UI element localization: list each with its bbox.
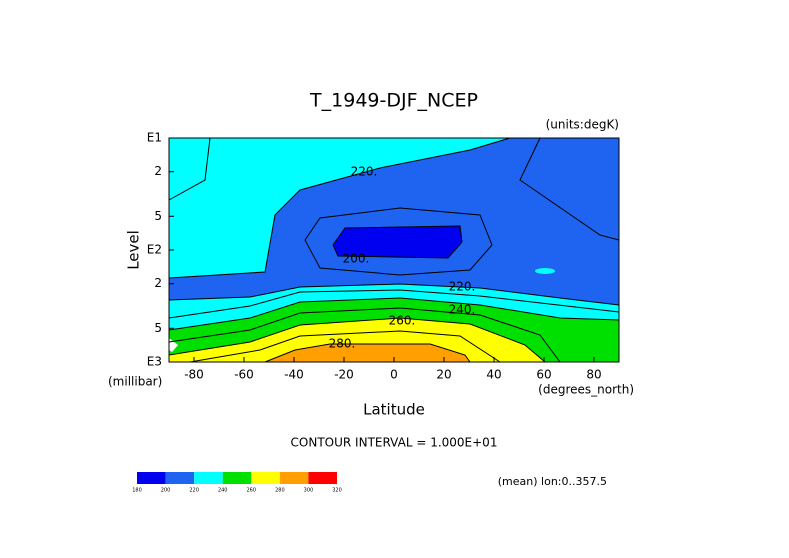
colorbar-box (279, 472, 309, 484)
contour-label: 220. (351, 165, 378, 179)
x-axis-label: Latitude (363, 401, 425, 419)
contour-line (168, 137, 511, 279)
colorbar-box (251, 472, 280, 484)
colorbar-box (194, 472, 223, 484)
chart-title: T_1949-DJF_NCEP (309, 90, 478, 112)
x-tick-label: -20 (334, 368, 354, 382)
fill-band (265, 344, 470, 362)
units-label: (units:degK) (546, 118, 619, 132)
contour-line (168, 283, 620, 306)
contour-lines (168, 137, 620, 363)
y-tick-label: E2 (147, 243, 162, 257)
y-tick-label: 5 (154, 209, 162, 223)
y-tick-label: 2 (154, 164, 162, 178)
footnote: (mean) lon:0..357.5 (498, 475, 607, 488)
x-tick-label: 20 (436, 368, 451, 382)
contour-line (168, 297, 620, 331)
colorbar-label: 220 (189, 488, 199, 494)
x-tick-label: -60 (234, 368, 254, 382)
colorbar-label: 280 (275, 488, 285, 494)
contour-line (304, 207, 493, 276)
x-tick-label: 60 (536, 368, 551, 382)
x-units: (degrees_north) (538, 383, 634, 397)
fill-band (535, 268, 555, 274)
contour-label: 240. (449, 303, 476, 317)
y-tick-label: E1 (147, 131, 162, 145)
colorbar-label: 320 (332, 488, 342, 494)
y-tick-label: 2 (154, 276, 162, 290)
colorbar-label: 300 (304, 488, 314, 494)
contour-interval: CONTOUR INTERVAL = 1.000E+01 (291, 436, 498, 450)
colorbar-label: 260 (247, 488, 257, 494)
contour-line (168, 289, 620, 319)
x-tick-label: 0 (390, 368, 398, 382)
contour-label: 280. (329, 337, 356, 351)
x-tick-label: -40 (284, 368, 304, 382)
y-units: (millibar) (108, 375, 162, 389)
colorbar-label: 180 (132, 488, 142, 494)
contour-label: 260. (389, 314, 416, 328)
colorbar-box (165, 472, 195, 484)
contour-fills (169, 138, 619, 362)
y-tick-label: E3 (147, 355, 162, 369)
fill-band (333, 226, 462, 258)
contour-line (168, 307, 561, 363)
contour-label: 200. (343, 252, 370, 266)
y-axis-label: Level (125, 230, 143, 270)
y-tick-label: 5 (154, 321, 162, 335)
contour-label: 220. (449, 280, 476, 294)
colorbar-label: 240 (218, 488, 228, 494)
colorbar-box (137, 472, 166, 484)
contour-line (168, 137, 211, 201)
colorbar-box (308, 472, 337, 484)
x-tick-label: -80 (184, 368, 204, 382)
contour-line (168, 317, 546, 363)
contour-line (189, 330, 501, 363)
contour-line (519, 137, 620, 241)
fill-band (169, 138, 619, 305)
contour-line (332, 225, 463, 259)
colorbar-label: 200 (161, 488, 171, 494)
colorbar-box (222, 472, 252, 484)
x-tick-label: 40 (486, 368, 501, 382)
contour-line (264, 343, 471, 363)
x-tick-label: 80 (586, 368, 601, 382)
